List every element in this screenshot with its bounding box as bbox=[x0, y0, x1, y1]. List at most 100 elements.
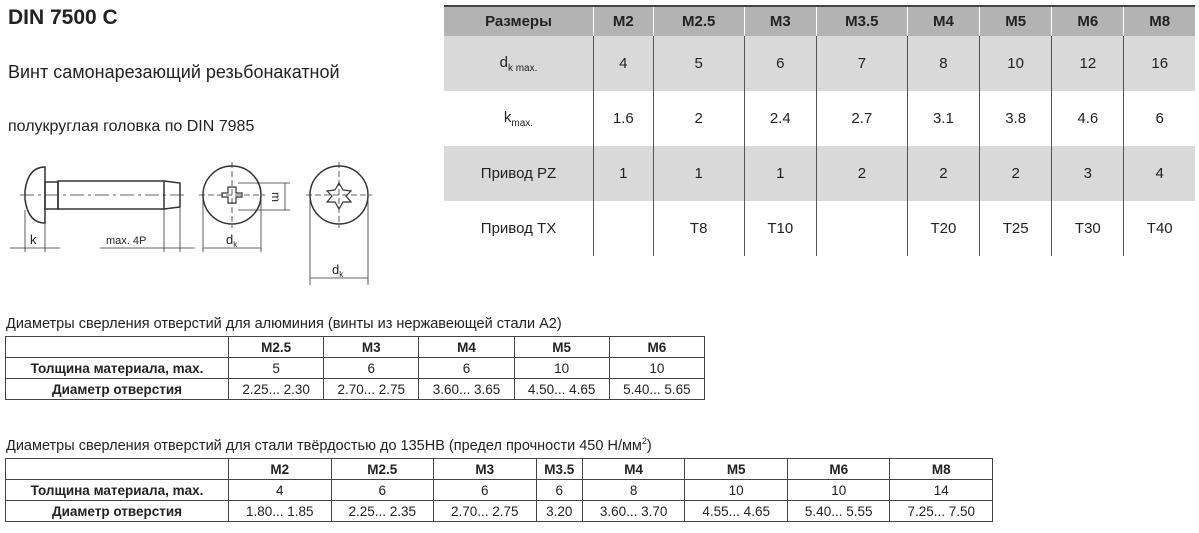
header-cell: M5 bbox=[979, 6, 1052, 36]
cell: 3.60... 3.65 bbox=[418, 378, 515, 400]
header-cell: M2.5 bbox=[330, 458, 435, 480]
cell: 1 bbox=[743, 146, 817, 201]
row-label: kmax. bbox=[503, 108, 534, 129]
subtitle-line-2: полукруглая головка по DIN 7985 bbox=[8, 118, 255, 135]
cell: 14 bbox=[889, 479, 993, 501]
cell: 3.1 bbox=[906, 91, 980, 146]
header-cell: Размеры bbox=[444, 6, 594, 36]
dimensions-table: Размеры M2 M2.5 M3 M3.5 M4 M5 M6 M8 dk m… bbox=[444, 5, 1195, 256]
cell: 10 bbox=[786, 479, 891, 501]
table-header-row: Размеры M2 M2.5 M3 M3.5 M4 M5 M6 M8 bbox=[444, 6, 1195, 36]
row-label: Привод TX bbox=[480, 220, 557, 237]
label-dk-tx: dk bbox=[332, 262, 344, 279]
cell: 10 bbox=[684, 479, 788, 501]
header-cell: M4 bbox=[418, 336, 515, 358]
table-row: dk max. 4 5 6 7 8 10 12 16 bbox=[444, 36, 1195, 91]
header-cell: M2 bbox=[593, 6, 654, 36]
label-k: k bbox=[30, 232, 37, 247]
cell bbox=[593, 201, 654, 256]
cell: 10 bbox=[608, 357, 706, 379]
row-label: Привод PZ bbox=[444, 146, 594, 201]
screw-drawing: k max. 4P m dk dk bbox=[10, 162, 372, 285]
cell: T8 bbox=[652, 201, 745, 256]
cell: 4.50... 4.65 bbox=[513, 378, 610, 400]
cell: 3.20 bbox=[535, 500, 583, 522]
cell: 1.6 bbox=[593, 91, 654, 146]
header-cell: M6 bbox=[608, 336, 706, 358]
aluminium-drill-table: M2.5 M3 M4 M5 M6 Толщина материала, max.… bbox=[5, 336, 706, 400]
header-cell bbox=[5, 458, 229, 480]
screw-side-view: k max. 4P bbox=[10, 166, 195, 252]
header-cell: M3.5 bbox=[815, 6, 908, 36]
table-header-row: M2 M2.5 M3 M3.5 M4 M5 M6 M8 bbox=[5, 458, 993, 480]
row-label: Толщина материала, max. bbox=[5, 357, 229, 379]
cell: T20 bbox=[906, 201, 980, 256]
table-row: Диаметр отверстия 1.80... 1.85 2.25... 2… bbox=[5, 500, 993, 522]
header-cell: M5 bbox=[513, 336, 610, 358]
cell: 3.8 bbox=[979, 91, 1052, 146]
header-cell: M3 bbox=[743, 6, 817, 36]
cell: 1 bbox=[593, 146, 654, 201]
cell: T10 bbox=[743, 201, 817, 256]
cell: 1 bbox=[652, 146, 745, 201]
cell: 6 bbox=[535, 479, 583, 501]
cell: 1.80... 1.85 bbox=[228, 500, 332, 522]
cell: 7.25... 7.50 bbox=[889, 500, 993, 522]
header-cell: M8 bbox=[1123, 6, 1195, 36]
cell: 2 bbox=[906, 146, 980, 201]
cell: 6 bbox=[743, 36, 817, 91]
cell: 16 bbox=[1123, 36, 1195, 91]
row-label: Толщина материала, max. bbox=[5, 479, 229, 501]
table-row: Привод TX T8 T10 T20 T25 T30 T40 bbox=[444, 201, 1195, 256]
table-row: Толщина материала, max. 4 6 6 6 8 10 10 … bbox=[5, 479, 993, 501]
steel-drill-table: M2 M2.5 M3 M3.5 M4 M5 M6 M8 Толщина мате… bbox=[5, 458, 993, 522]
page-title: DIN 7500 C bbox=[8, 6, 118, 29]
table-header-row: M2.5 M3 M4 M5 M6 bbox=[5, 336, 706, 358]
cell: 2.70... 2.75 bbox=[323, 378, 420, 400]
header-cell bbox=[5, 336, 229, 358]
cell: 4 bbox=[593, 36, 654, 91]
row-label: Диаметр отверстия bbox=[5, 378, 229, 400]
cell: 2 bbox=[652, 91, 745, 146]
cell: 3 bbox=[1051, 146, 1124, 201]
table-row: Диаметр отверстия 2.25... 2.30 2.70... 2… bbox=[5, 378, 706, 400]
cell: 5.40... 5.55 bbox=[786, 500, 891, 522]
cell: T30 bbox=[1051, 201, 1124, 256]
header-cell: M6 bbox=[786, 458, 891, 480]
cell: 6 bbox=[1123, 91, 1195, 146]
cell: 7 bbox=[815, 36, 908, 91]
cell: 6 bbox=[433, 479, 537, 501]
header-cell: M3.5 bbox=[535, 458, 583, 480]
cell: 2.7 bbox=[815, 91, 908, 146]
header-cell: M2 bbox=[228, 458, 332, 480]
cell: 6 bbox=[418, 357, 515, 379]
label-m: m bbox=[269, 192, 283, 202]
subtitle-line-1: Винт самонарезающий резьбонакатной bbox=[8, 62, 340, 82]
label-max-4p: max. 4P bbox=[106, 235, 146, 247]
cell: 6 bbox=[323, 357, 420, 379]
aluminium-caption: Диаметры сверления отверстий для алюмини… bbox=[6, 316, 562, 332]
cell: 8 bbox=[906, 36, 980, 91]
cell: 2.70... 2.75 bbox=[433, 500, 537, 522]
table-row: Толщина материала, max. 5 6 6 10 10 bbox=[5, 357, 706, 379]
header-cell: M4 bbox=[906, 6, 980, 36]
cell: 2 bbox=[815, 146, 908, 201]
cell: 4.6 bbox=[1051, 91, 1124, 146]
cell: 10 bbox=[979, 36, 1052, 91]
cell: T25 bbox=[979, 201, 1052, 256]
cell: 3.60... 3.70 bbox=[581, 500, 686, 522]
cell: 5 bbox=[652, 36, 745, 91]
header-cell: M2.5 bbox=[652, 6, 745, 36]
cell: 12 bbox=[1051, 36, 1124, 91]
row-label: Диаметр отверстия bbox=[5, 500, 229, 522]
cell: 6 bbox=[330, 479, 435, 501]
header-cell: M8 bbox=[889, 458, 993, 480]
cell: 2 bbox=[979, 146, 1052, 201]
cell: 2.25... 2.35 bbox=[330, 500, 435, 522]
steel-caption: Диаметры сверления отверстий для стали т… bbox=[6, 436, 652, 454]
header-cell: M6 bbox=[1051, 6, 1124, 36]
label-dk: dk bbox=[226, 232, 238, 249]
cell: 5.40... 5.65 bbox=[608, 378, 706, 400]
header-cell: M5 bbox=[684, 458, 788, 480]
header-cell: M3 bbox=[433, 458, 537, 480]
